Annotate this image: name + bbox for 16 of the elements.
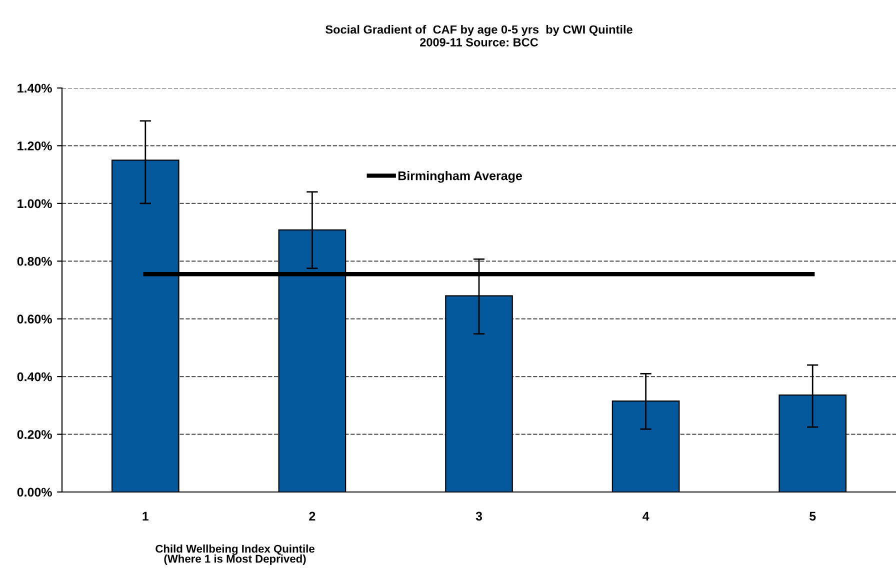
y-tick-label: 0.00% [17,488,52,497]
chart-title: Social Gradient of CAF by age 0-5 yrs by CWI Quintile 2009-11 Source: BCC [326,25,632,46]
y-tick-label: 0.20% [17,430,52,439]
y-tick-label: 1.00% [18,199,52,208]
x-tick-label: 4 [642,512,650,521]
y-tick-label: 1.40% [18,84,52,93]
x-axis-title: Child Wellbeing Index Quintile (Where 1 is Most Deprived) [156,544,314,565]
legend-label: Birmingham Average [398,171,522,183]
x-tick-label: 3 [476,512,482,521]
y-tick-label: 0.80% [17,256,52,266]
x-tick-label: 5 [810,512,816,521]
x-tick-label: 1 [142,512,149,521]
y-tick-label: 0.60% [17,314,52,324]
y-tick-label: 1.20% [18,142,52,150]
x-tick-label: 2 [309,512,316,521]
y-tick-label: 0.40% [17,372,52,382]
